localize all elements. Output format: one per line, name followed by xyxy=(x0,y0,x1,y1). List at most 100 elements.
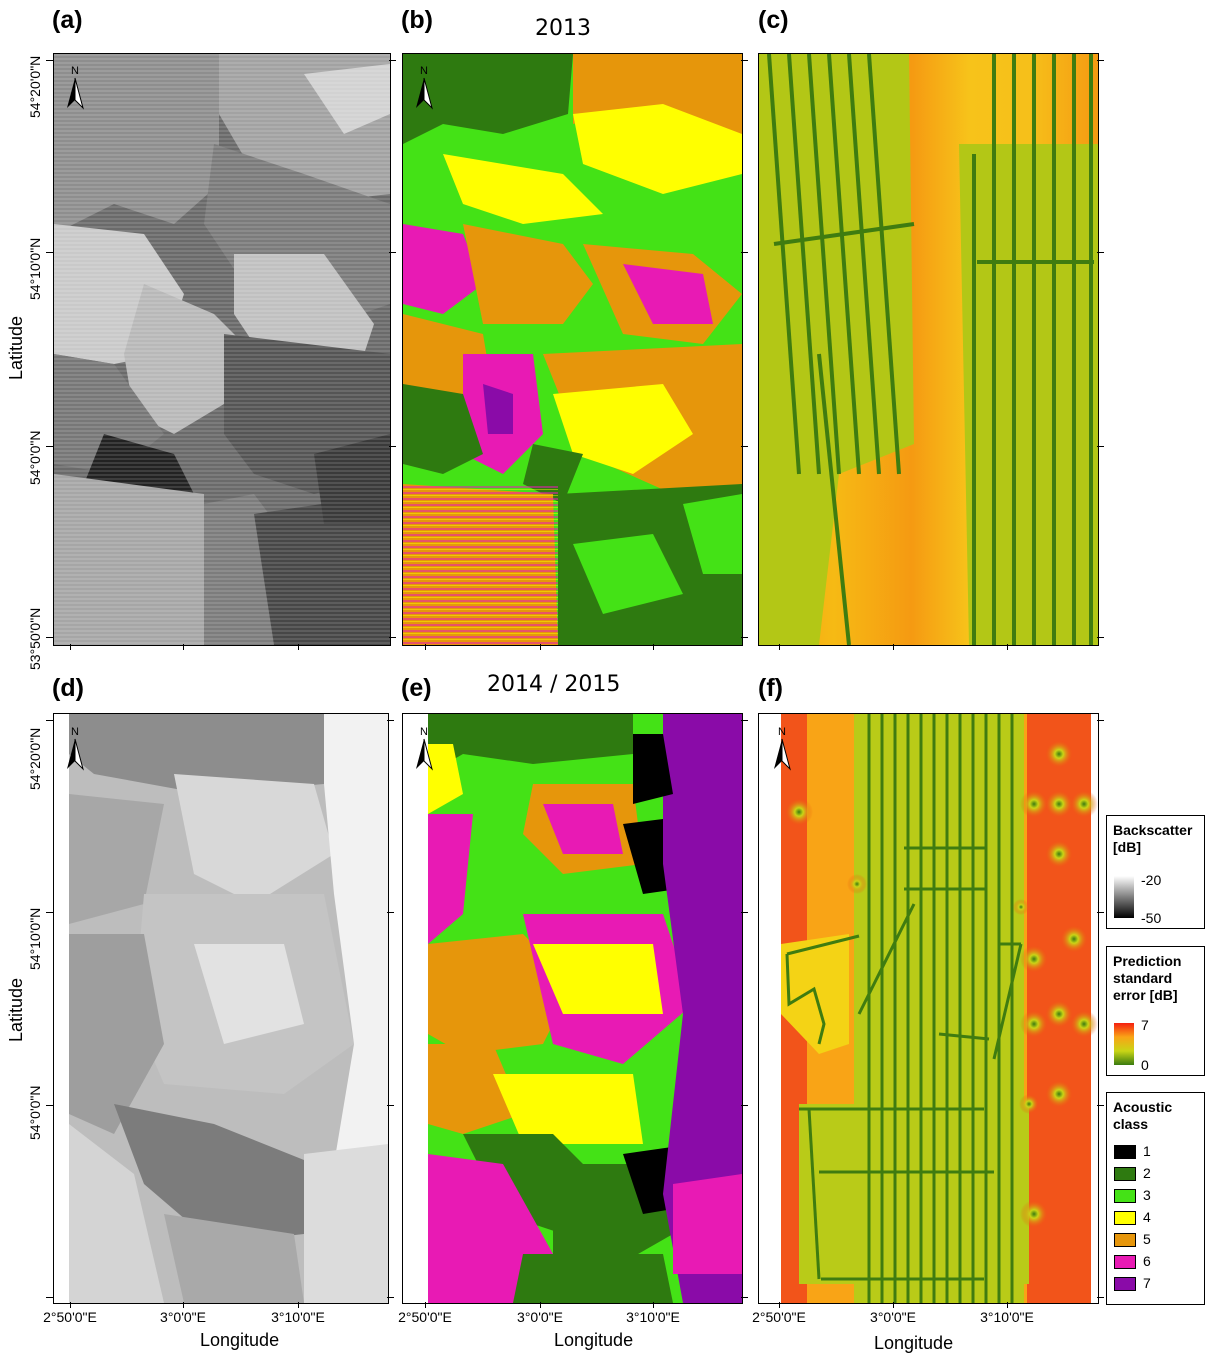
lon-tick xyxy=(298,644,299,650)
lon-tick xyxy=(653,1302,654,1308)
north-letter: N xyxy=(71,65,79,77)
north-arrow-icon: N xyxy=(774,726,791,771)
backscatter-max-label: -20 xyxy=(1141,872,1162,888)
lat-tick-label: 54°20'0"N xyxy=(27,727,43,790)
legend-swatch-class-7 xyxy=(1114,1277,1136,1291)
acoustic-class-map-e xyxy=(403,714,742,1303)
x-axis-title-f: Longitude xyxy=(874,1333,954,1353)
map-panel-b-acoustic-class-2013 xyxy=(402,53,743,646)
lat-tick xyxy=(46,60,53,61)
lon-tick xyxy=(70,644,71,650)
north-letter: N xyxy=(778,726,786,738)
prediction-error-map-c xyxy=(759,54,1098,645)
lon-tick xyxy=(653,644,654,650)
lat-tick-label: 54°10'0"N xyxy=(27,237,43,300)
legend-prediction-error: Prediction standard error [dB] 7 0 xyxy=(1106,946,1205,1076)
lon-tick xyxy=(893,644,894,650)
legend-swatch-class-1 xyxy=(1114,1145,1136,1159)
lon-tick xyxy=(298,1302,299,1308)
legend-backscatter: Backscatter [dB] -20 -50 xyxy=(1106,815,1205,929)
x-axis-title-e: Longitude xyxy=(554,1330,634,1350)
north-arrow-icon: N xyxy=(67,65,84,110)
map-panel-d-backscatter-2014-2015 xyxy=(53,713,389,1304)
map-panel-f-prediction-error-2014-2015 xyxy=(758,713,1099,1304)
legend-label-class-6: 6 xyxy=(1143,1253,1151,1269)
prediction-colorbar xyxy=(1114,1023,1134,1065)
lon-tick xyxy=(1007,644,1008,650)
lon-tick xyxy=(70,1302,71,1308)
north-letter: N xyxy=(420,65,428,77)
lon-tick xyxy=(779,1302,780,1308)
map-panel-a-backscatter-2013 xyxy=(53,53,391,646)
y-axis-title-top: Latitude xyxy=(6,315,26,380)
lat-tick xyxy=(741,637,748,638)
legend-acoustic-class: Acoustic class 1 2 3 4 5 6 7 xyxy=(1106,1092,1205,1305)
legend-label-class-2: 2 xyxy=(1143,1165,1151,1181)
lon-tick xyxy=(540,644,541,650)
lat-tick xyxy=(389,60,396,61)
lat-tick xyxy=(1097,60,1104,61)
lat-tick xyxy=(46,912,53,913)
lon-tick-label: 2°50'0"E xyxy=(43,1309,97,1325)
panel-label-d: (d) xyxy=(52,674,84,702)
north-arrow-icon: N xyxy=(416,726,433,771)
lat-tick xyxy=(1097,446,1104,447)
lat-tick xyxy=(46,1297,53,1298)
north-arrow-icon: N xyxy=(67,726,84,771)
lat-tick xyxy=(387,912,394,913)
lat-tick xyxy=(387,1105,394,1106)
lon-tick xyxy=(425,644,426,650)
backscatter-map-d xyxy=(54,714,388,1303)
lat-tick xyxy=(1097,637,1104,638)
panel-label-a: (a) xyxy=(52,6,83,34)
lat-tick-label: 54°10'0"N xyxy=(27,907,43,970)
legend-label-class-3: 3 xyxy=(1143,1187,1151,1203)
lon-tick-label: 3°10'0"E xyxy=(980,1309,1034,1325)
lat-tick xyxy=(387,720,394,721)
legend-prediction-title: Prediction standard error [dB] xyxy=(1113,953,1182,1003)
lat-tick xyxy=(1097,1297,1104,1298)
legend-swatch-class-4 xyxy=(1114,1211,1136,1225)
lon-tick-label: 3°0'0"E xyxy=(870,1309,916,1325)
map-panel-e-acoustic-class-2014-2015 xyxy=(402,713,743,1304)
backscatter-map-a xyxy=(54,54,390,645)
panel-label-f: (f) xyxy=(758,674,783,702)
prediction-error-map-f xyxy=(759,714,1098,1303)
north-arrow-icon: N xyxy=(416,65,433,110)
lon-tick xyxy=(779,644,780,650)
north-letter: N xyxy=(71,726,79,738)
backscatter-min-label: -50 xyxy=(1141,910,1162,926)
lon-tick xyxy=(183,1302,184,1308)
lon-tick xyxy=(425,1302,426,1308)
lon-tick xyxy=(893,1302,894,1308)
lat-tick xyxy=(389,446,396,447)
lon-tick-label: 2°50'0"E xyxy=(398,1309,452,1325)
panel-label-b: (b) xyxy=(401,6,433,34)
lon-tick xyxy=(1007,1302,1008,1308)
acoustic-class-map-b xyxy=(403,54,742,645)
lat-tick xyxy=(389,637,396,638)
lat-tick xyxy=(1097,1105,1104,1106)
panel-label-c: (c) xyxy=(758,6,789,34)
lon-tick-label: 3°10'0"E xyxy=(271,1309,325,1325)
y-axis-title-bottom: Latitude xyxy=(6,977,26,1042)
lat-tick xyxy=(741,252,748,253)
lat-tick-label: 54°0'0"N xyxy=(27,1085,43,1141)
lat-tick-label: 54°0'0"N xyxy=(27,430,43,486)
lat-tick xyxy=(1097,912,1104,913)
lat-tick xyxy=(1097,720,1104,721)
lat-tick xyxy=(741,1105,748,1106)
lon-tick-label: 3°0'0"E xyxy=(160,1309,206,1325)
legend-acoustic-title: Acoustic class xyxy=(1113,1099,1173,1132)
lat-tick xyxy=(741,1297,748,1298)
legend-swatch-class-6 xyxy=(1114,1255,1136,1269)
backscatter-colorbar xyxy=(1114,876,1134,918)
legend-label-class-1: 1 xyxy=(1143,1143,1151,1159)
lon-tick xyxy=(183,644,184,650)
lon-tick-label: 3°10'0"E xyxy=(626,1309,680,1325)
lat-tick xyxy=(46,1105,53,1106)
lat-tick xyxy=(741,912,748,913)
lat-tick xyxy=(46,637,53,638)
lat-tick-label: 54°20'0"N xyxy=(27,55,43,118)
legend-backscatter-title: Backscatter [dB] xyxy=(1113,822,1193,855)
